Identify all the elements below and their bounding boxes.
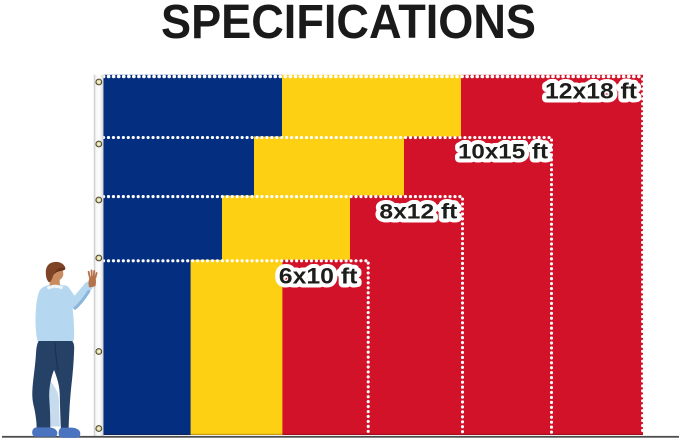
svg-text:12x18 ft: 12x18 ft xyxy=(545,79,638,104)
svg-text:6x10 ft: 6x10 ft xyxy=(279,263,358,288)
svg-text:10x15 ft: 10x15 ft xyxy=(458,140,548,164)
svg-text:SPECIFICATIONS: SPECIFICATIONS xyxy=(161,0,536,49)
svg-text:8x12 ft: 8x12 ft xyxy=(379,201,457,224)
